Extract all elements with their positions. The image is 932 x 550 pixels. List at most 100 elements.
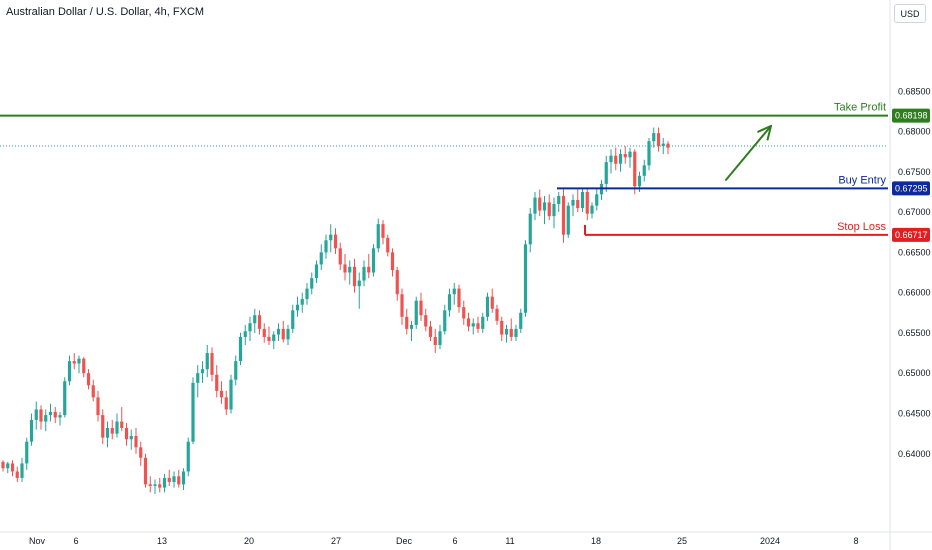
candle-body <box>319 252 323 265</box>
candle-body <box>547 202 551 217</box>
candle-body <box>348 266 352 273</box>
candle-body <box>257 315 262 329</box>
candle-body <box>153 484 157 486</box>
candle-body <box>485 296 490 317</box>
y-axis: 0.68500 0.68000 0.67500 0.67000 0.66500 0.660… <box>898 86 931 459</box>
candle-body <box>552 204 556 217</box>
candle-body <box>20 463 24 478</box>
x-tick-label: Dec <box>396 536 413 546</box>
buy-entry-label: Buy Entry <box>838 174 886 186</box>
candle-body <box>86 373 91 386</box>
candle-body <box>167 477 171 482</box>
candle-body <box>162 477 167 488</box>
x-tick-label: 2024 <box>760 536 780 546</box>
candle-body <box>590 205 594 214</box>
candle-body <box>25 441 29 464</box>
candle-body <box>34 409 38 420</box>
candle-body <box>443 310 447 332</box>
candle-body <box>234 361 238 380</box>
candle-body <box>533 197 537 214</box>
candle-body <box>248 323 252 332</box>
candle-body <box>186 441 190 472</box>
y-tick-label: 0.65500 <box>898 328 931 338</box>
candle-body <box>633 151 637 187</box>
candle-body <box>642 165 646 176</box>
candle-body <box>310 278 314 289</box>
candle-body <box>471 323 475 327</box>
x-tick-label: 11 <box>505 536 514 546</box>
candle-body <box>452 288 456 295</box>
candle-body <box>200 369 205 374</box>
trend-arrow <box>725 124 772 181</box>
candle-body <box>661 143 665 147</box>
candle-body <box>29 419 34 442</box>
candle-body <box>462 307 466 319</box>
candle-body <box>224 397 228 410</box>
candle-body <box>139 447 143 458</box>
candle-body <box>272 334 276 341</box>
candle-body <box>300 299 304 305</box>
candle-body <box>514 328 518 337</box>
candle-body <box>656 133 661 147</box>
y-tick-label: 0.65000 <box>898 368 931 378</box>
candle-body <box>101 415 105 438</box>
candle-body <box>542 202 547 211</box>
candle-body <box>381 224 385 238</box>
candle-body <box>604 162 608 184</box>
candle-body <box>243 331 247 337</box>
candle-body <box>500 320 504 335</box>
take-profit-price-tag <box>892 108 930 123</box>
candle-body <box>191 382 195 442</box>
take-profit-label: Take Profit <box>834 102 886 114</box>
candle-body <box>120 421 124 428</box>
candle-body <box>490 296 494 309</box>
candle-body <box>504 328 509 335</box>
candle-body <box>10 463 15 472</box>
candle-body <box>229 379 233 410</box>
candle-body <box>628 151 632 158</box>
candle-body <box>267 336 271 341</box>
y-tick-label: 0.64500 <box>898 408 931 418</box>
take-profit-price-text: 0.68198 <box>895 111 928 121</box>
candle-body <box>647 141 651 166</box>
candle-body <box>58 415 62 418</box>
currency-button[interactable]: USD <box>894 4 926 23</box>
candle-body <box>1 461 5 469</box>
y-tick-label: 0.68000 <box>898 127 931 137</box>
candle-body <box>428 326 433 337</box>
candle-body <box>44 415 48 422</box>
candle-body <box>405 316 409 329</box>
y-tick-label: 0.68500 <box>898 86 931 96</box>
x-tick-label: 20 <box>244 536 254 546</box>
candle-body <box>395 270 399 295</box>
candle-body <box>595 194 599 206</box>
candle-body <box>110 427 114 434</box>
candle-body <box>666 143 670 148</box>
x-tick-label: 25 <box>677 536 687 546</box>
candle-body <box>67 361 72 382</box>
candle-body <box>390 252 395 271</box>
candle-body <box>96 397 100 416</box>
y-tick-label: 0.66000 <box>898 288 931 298</box>
candle-body <box>614 155 618 164</box>
candle-body <box>115 421 119 434</box>
candle-body <box>338 248 342 265</box>
y-tick-label: 0.64000 <box>898 449 931 459</box>
candle-body <box>172 476 176 482</box>
candle-body <box>457 288 461 308</box>
candle-body <box>333 234 338 249</box>
candle-body <box>253 315 257 324</box>
stop-loss-price-text: 0.66717 <box>895 230 928 240</box>
stop-loss-label: Stop Loss <box>837 221 886 233</box>
candle-body <box>15 471 19 478</box>
candle-body <box>400 294 404 317</box>
candle-body <box>91 385 95 398</box>
x-tick-label: 13 <box>157 536 167 546</box>
candle-body <box>314 264 319 279</box>
y-tick-label: 0.67000 <box>898 207 931 217</box>
candle-body <box>509 328 513 337</box>
candle-body <box>495 308 499 321</box>
candle-body <box>143 457 148 485</box>
